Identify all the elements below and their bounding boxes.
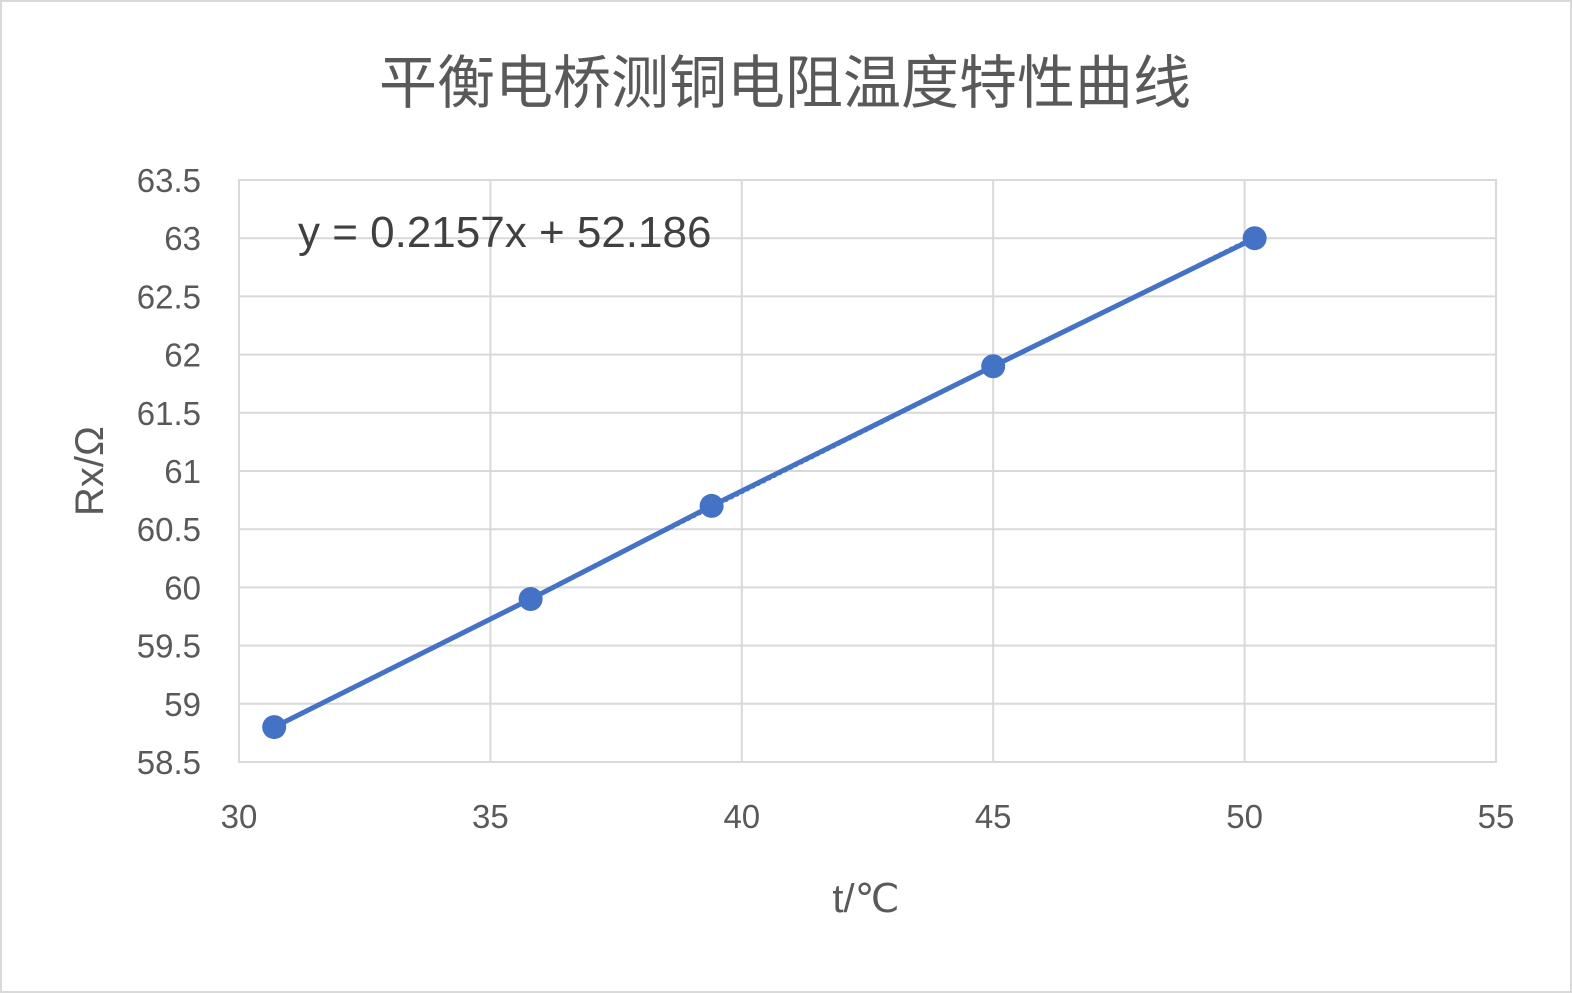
y-tick-label: 63 (164, 220, 201, 257)
y-tick-label: 62.5 (137, 278, 201, 315)
data-point (262, 715, 287, 740)
x-tick-label: 40 (723, 798, 760, 835)
x-axis-ticks: 30 35 40 45 50 55 (221, 798, 1515, 835)
x-axis-title: t/℃ (832, 877, 899, 921)
series-layer (262, 226, 1267, 740)
y-tick-label: 59.5 (137, 628, 201, 665)
x-tick-label: 50 (1226, 798, 1263, 835)
chart-title: 平衡电桥测铜电阻温度特性曲线 (379, 49, 1191, 117)
y-tick-label: 61.5 (137, 395, 201, 432)
x-tick-label: 45 (975, 798, 1012, 835)
y-tick-label: 62 (164, 337, 201, 374)
data-point (699, 493, 724, 518)
y-tick-label: 60 (164, 569, 201, 606)
y-axis-ticks: 58.5 59 59.5 60 60.5 61 61.5 62 62.5 63 63.5 (137, 162, 201, 781)
y-tick-label: 58.5 (137, 744, 201, 781)
y-tick-label: 60.5 (137, 511, 201, 548)
trendline-equation: y = 0.2157x + 52.186 (298, 208, 711, 257)
plot-area (238, 179, 1497, 763)
x-tick-label: 55 (1478, 798, 1515, 835)
data-point (1242, 226, 1267, 251)
data-point (518, 587, 543, 612)
y-tick-label: 61 (164, 453, 201, 490)
x-tick-label: 30 (221, 798, 258, 835)
y-tick-label: 63.5 (137, 162, 201, 199)
y-tick-label: 59 (164, 686, 201, 723)
y-axis-title: Rx/Ω (68, 426, 112, 516)
x-tick-label: 35 (472, 798, 509, 835)
grid (238, 179, 1497, 763)
data-point (981, 354, 1006, 379)
